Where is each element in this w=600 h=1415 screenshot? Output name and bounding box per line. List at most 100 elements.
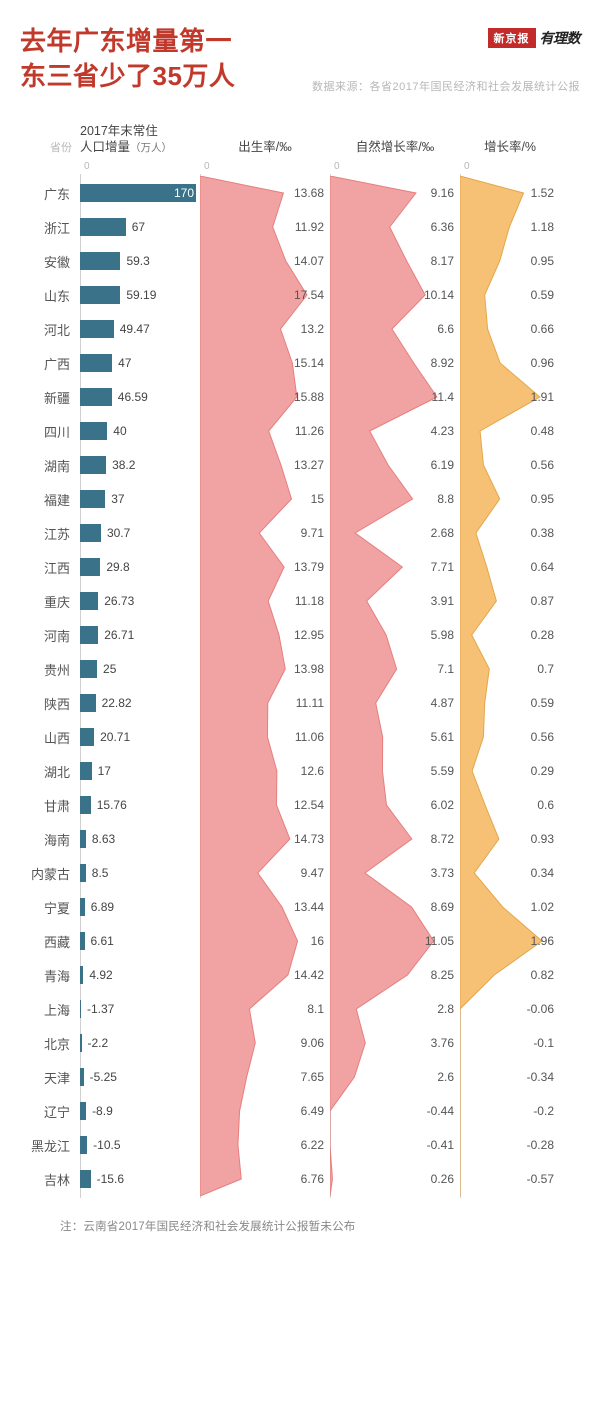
population-value: -8.9 [92,1104,113,1118]
table-row: 海南8.6314.738.720.93 [20,822,580,856]
growth-value: 1.52 [531,186,554,200]
growth-cell: 1.96 [460,924,560,958]
birth-cell: 9.71 [200,516,330,550]
birth-cell: 13.68 [200,176,330,210]
growth-cell: 0.93 [460,822,560,856]
growth-cell: -0.06 [460,992,560,1026]
nat-cell: 8.72 [330,822,460,856]
population-bar [80,830,86,848]
population-bar-cell: 15.76 [80,788,200,822]
population-bar-cell: 59.3 [80,244,200,278]
growth-value: 0.7 [537,662,554,676]
table-row: 山西20.7111.065.610.56 [20,720,580,754]
growth-value: 0.48 [531,424,554,438]
birth-value: 13.2 [301,322,324,336]
population-value: 4.92 [89,968,112,982]
nat-cell: 3.76 [330,1026,460,1060]
table-row: 贵州2513.987.10.7 [20,652,580,686]
nat-cell: 8.8 [330,482,460,516]
growth-cell: 0.29 [460,754,560,788]
nat-value: 3.73 [431,866,454,880]
logo-script: 有理数 [540,28,581,48]
table-row: 河南26.7112.955.980.28 [20,618,580,652]
header: 去年广东增量第一 东三省少了35万人 新京报 有理数 数据来源：各省2017年国… [20,24,580,94]
population-bar [80,898,85,916]
growth-value: 0.95 [531,254,554,268]
nat-value: 6.19 [431,458,454,472]
province-label: 湖北 [20,754,80,788]
birth-cell: 16 [200,924,330,958]
population-bar-cell: -15.6 [80,1162,200,1196]
population-bar-cell: 8.5 [80,856,200,890]
zero-marker-row: 0 0 0 0 [20,161,580,172]
birth-cell: 12.54 [200,788,330,822]
birth-cell: 11.92 [200,210,330,244]
population-bar [80,252,120,270]
population-bar [80,592,98,610]
growth-value: 0.95 [531,492,554,506]
birth-value: 12.95 [294,628,324,642]
province-label: 天津 [20,1060,80,1094]
nat-value: 8.8 [437,492,454,506]
population-bar [80,932,85,950]
nat-value: 0.26 [431,1172,454,1186]
nat-value: 8.92 [431,356,454,370]
population-value: 26.71 [104,628,134,642]
population-bar-cell: 22.82 [80,686,200,720]
province-label: 北京 [20,1026,80,1060]
population-bar [80,1034,82,1052]
table-row: 广东17013.689.161.52 [20,176,580,210]
nat-cell: -0.44 [330,1094,460,1128]
birth-value: 6.76 [301,1172,324,1186]
province-label: 新疆 [20,380,80,414]
birth-value: 9.06 [301,1036,324,1050]
population-value: 25 [103,662,116,676]
nat-cell: -0.41 [330,1128,460,1162]
table-row: 甘肃15.7612.546.020.6 [20,788,580,822]
chart-body: 广东17013.689.161.52浙江6711.926.361.18安徽59.… [20,176,580,1196]
province-label: 河南 [20,618,80,652]
birth-value: 12.54 [294,798,324,812]
population-value: 22.82 [102,696,132,710]
population-bar-cell: 30.7 [80,516,200,550]
nat-cell: 4.87 [330,686,460,720]
growth-cell: 1.52 [460,176,560,210]
nat-cell: 11.4 [330,380,460,414]
column-header-row: 省份 2017年末常住 人口增量（万人） 出生率/‰ 自然增长率/‰ 增长率/% [20,124,580,155]
province-label: 江苏 [20,516,80,550]
table-row: 江西29.813.797.710.64 [20,550,580,584]
nat-value: -0.41 [427,1138,454,1152]
nat-value: 3.76 [431,1036,454,1050]
nat-value: 3.91 [431,594,454,608]
population-bar-cell: 49.47 [80,312,200,346]
nat-cell: 6.02 [330,788,460,822]
population-value: 38.2 [112,458,135,472]
publisher-logo: 新京报 有理数 [488,28,581,48]
province-label: 宁夏 [20,890,80,924]
province-label: 安徽 [20,244,80,278]
population-value: 40 [113,424,126,438]
birth-value: 13.98 [294,662,324,676]
province-label: 西藏 [20,924,80,958]
birth-cell: 6.22 [200,1128,330,1162]
table-row: 青海4.9214.428.250.82 [20,958,580,992]
nat-value: 9.16 [431,186,454,200]
nat-cell: 2.8 [330,992,460,1026]
birth-value: 13.79 [294,560,324,574]
birth-cell: 13.98 [200,652,330,686]
growth-value: 0.96 [531,356,554,370]
nat-cell: 6.6 [330,312,460,346]
growth-cell: 0.7 [460,652,560,686]
nat-cell: 0.26 [330,1162,460,1196]
birth-value: 13.27 [294,458,324,472]
table-row: 陕西22.8211.114.870.59 [20,686,580,720]
birth-cell: 17.54 [200,278,330,312]
table-row: 浙江6711.926.361.18 [20,210,580,244]
population-value: 6.89 [91,900,114,914]
growth-cell: 0.82 [460,958,560,992]
growth-value: 0.93 [531,832,554,846]
table-row: 新疆46.5915.8811.41.91 [20,380,580,414]
col-population: 2017年末常住 人口增量（万人） [80,124,200,155]
growth-cell: 0.95 [460,482,560,516]
nat-value: 6.6 [437,322,454,336]
